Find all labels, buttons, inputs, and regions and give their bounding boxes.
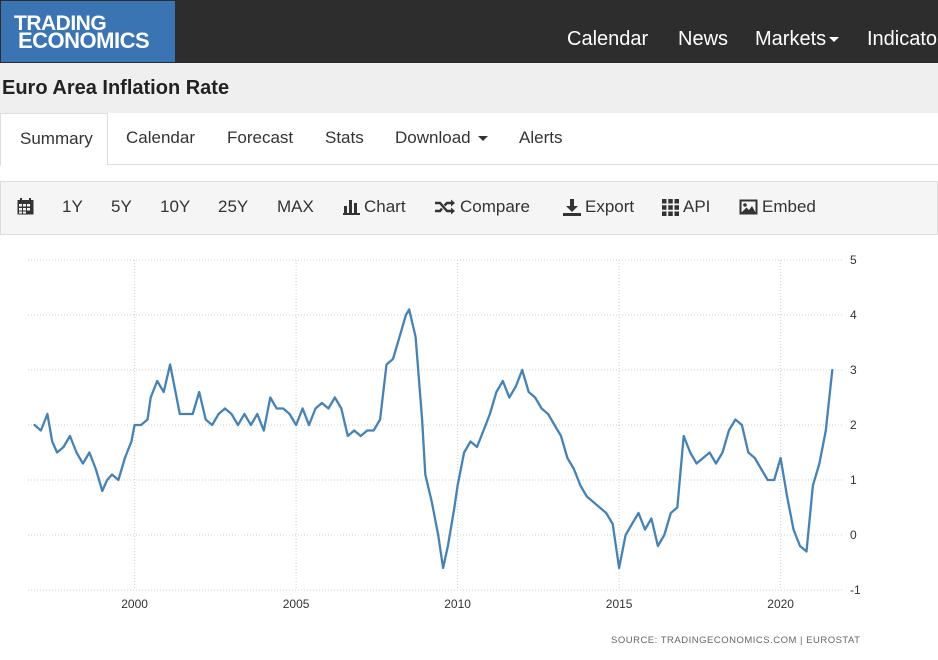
chevron-down-icon [829,37,840,43]
nav-calendar[interactable]: Calendar [567,28,649,50]
calendar-icon[interactable] [17,198,38,215]
nav-indicators[interactable]: Indicato [867,28,938,50]
tab-forecast[interactable]: Forecast [227,128,294,147]
range-5y-button[interactable]: 5Y [111,197,132,216]
range-25y-button[interactable]: 25Y [218,197,249,216]
inflation-line-chart: -1 0 1 2 3 4 5 2000 2005 2010 2015 2020 [28,253,861,611]
tab-alerts[interactable]: Alerts [519,128,563,147]
y-tick-label: 5 [850,253,857,267]
trading-economics-logo[interactable]: TRADING ECONOMICS [1,1,175,62]
compare-button[interactable]: Compare [434,197,530,217]
range-max-button[interactable]: MAX [277,197,314,216]
y-tick-label: 4 [850,308,857,322]
y-tick-label: 3 [850,363,857,377]
tab-download-label: Download [395,128,471,147]
api-button[interactable]: API [662,197,710,217]
tab-download[interactable]: Download [395,113,489,165]
range-10y-button[interactable]: 10Y [160,197,191,216]
shuffle-icon [435,199,455,215]
embed-button[interactable]: Embed [739,197,816,217]
nav-markets[interactable]: Markets [755,28,840,51]
download-icon [563,198,581,216]
chart-tick-labels: -1 0 1 2 3 4 5 2000 2005 2010 2015 2020 [121,253,861,611]
image-icon [739,199,758,215]
export-button[interactable]: Export [563,197,634,217]
tab-calendar[interactable]: Calendar [126,128,195,147]
logo-line-2: ECONOMICS [18,28,150,53]
x-tick-label: 2020 [767,597,794,611]
top-navbar: TRADING ECONOMICS Calendar News Markets … [0,0,938,63]
api-label: API [683,197,711,216]
chart-toolbar: 1Y 5Y 10Y 25Y MAX Chart Compare Export A… [0,181,938,235]
chevron-down-icon [478,136,489,142]
inflation-series-line [33,308,834,570]
nav-news[interactable]: News [678,28,729,50]
page-title: Euro Area Inflation Rate [2,77,230,99]
x-tick-label: 2015 [606,597,633,611]
bar-chart-icon [343,200,360,215]
range-1y-button[interactable]: 1Y [62,197,83,216]
x-tick-label: 2000 [121,597,148,611]
chart-gridlines [28,259,842,591]
export-label: Export [585,197,635,216]
tab-summary[interactable]: Summary [0,113,108,166]
compare-label: Compare [460,197,530,216]
y-tick-label: 2 [850,418,857,432]
chart-type-label: Chart [364,197,406,216]
grid-icon [662,198,679,216]
chart-source-note: SOURCE: TRADINGECONOMICS.COM | EUROSTAT [611,635,861,646]
chart-type-button[interactable]: Chart [343,197,406,217]
title-bar: Euro Area Inflation Rate [0,63,938,113]
nav-markets-label: Markets [755,28,827,50]
logo-line-1: TRADING [14,12,107,35]
y-tick-label: -1 [850,583,861,597]
x-tick-label: 2010 [444,597,471,611]
x-tick-label: 2005 [283,597,310,611]
y-tick-label: 1 [850,473,857,487]
tab-stats[interactable]: Stats [325,128,364,147]
embed-label: Embed [762,197,816,216]
tab-bar: Summary Calendar Forecast Stats Download… [0,113,938,166]
y-tick-label: 0 [850,528,857,542]
